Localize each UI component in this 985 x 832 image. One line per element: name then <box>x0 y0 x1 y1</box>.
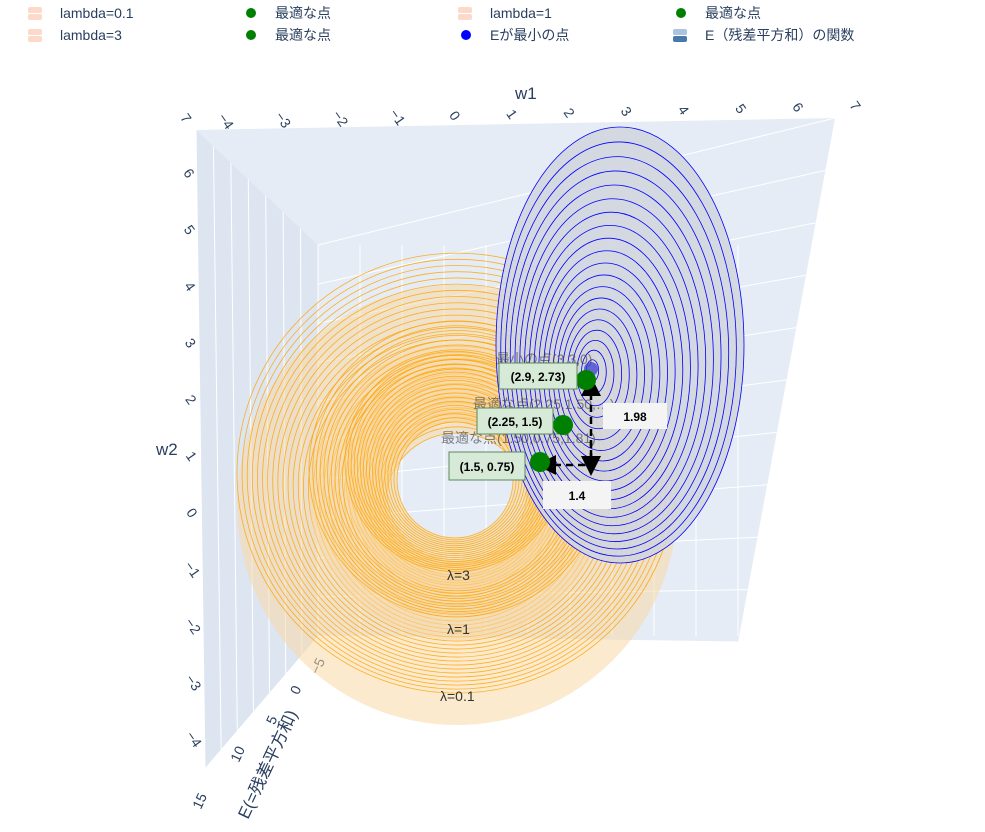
w1-tick-label: 2 <box>561 105 579 121</box>
w2-tick-label: 5 <box>181 222 199 238</box>
w1-tick-label: 0 <box>446 108 464 124</box>
legend-item-1[interactable]: 最適な点 <box>235 2 331 24</box>
w2-tick-label: −1 <box>181 558 203 580</box>
w1-tick-label: 1 <box>503 106 521 122</box>
legend-item-4[interactable]: lambda=3 <box>20 24 122 46</box>
w1-tick-label: −2 <box>329 107 351 129</box>
legend-item-7[interactable]: E（残差平方和）の関数 <box>665 24 854 46</box>
w1-tick-label: −3 <box>272 109 294 131</box>
w1-tick-label: 5 <box>732 101 750 117</box>
w1-tick-label: 6 <box>789 99 807 115</box>
point-label-2-25-1-5: (2.25, 1.5) <box>476 407 554 435</box>
opt-point-lambda-1[interactable] <box>553 415 573 435</box>
distance-label-1-98: 1.98 <box>603 403 667 429</box>
distance-arrows <box>536 376 601 476</box>
error-contour <box>514 184 714 535</box>
lambda-label-1: λ=1 <box>447 621 470 637</box>
error-surface <box>495 126 745 564</box>
legend-marker-icon <box>235 4 267 22</box>
lambda-label-3: λ=3 <box>447 567 470 583</box>
w2-axis-title: w2 <box>155 440 178 459</box>
w2-tick-label: 1 <box>183 448 201 464</box>
error-contour <box>519 198 707 527</box>
legend-label: lambda=1 <box>490 5 552 21</box>
legend-marker-icon <box>235 26 267 44</box>
w2-tick-label: 2 <box>182 392 200 408</box>
svg-text:(2.25, 1.5): (2.25, 1.5) <box>488 415 543 429</box>
legend-surface-icon <box>450 4 482 22</box>
legend-surface-icon <box>20 4 52 22</box>
opt-point-lambda-3[interactable] <box>530 452 550 472</box>
w2-tick-label: 0 <box>183 505 201 521</box>
w2-tick-label: 4 <box>181 279 199 295</box>
w1-axis-title: w1 <box>514 84 537 103</box>
legend-label: 最適な点 <box>275 5 331 21</box>
svg-text:1.4: 1.4 <box>569 489 586 503</box>
legend-item-0[interactable]: lambda=0.1 <box>20 2 134 24</box>
legend-label: Eが最小の点 <box>490 27 570 43</box>
legend-label: 最適な点 <box>705 5 761 21</box>
grid-line <box>212 146 222 750</box>
svg-text:(2.9, 2.73): (2.9, 2.73) <box>511 370 566 384</box>
legend: lambda=0.1 最適な点 lambda=1 最適な点 lambda=3 最適な点 Eが… <box>0 0 985 50</box>
w1-tick-label: 4 <box>675 102 693 118</box>
grid-line <box>230 162 238 731</box>
legend-surface-icon <box>20 26 52 44</box>
e-tick-label: 0 <box>287 683 305 697</box>
w2-tick-label: −2 <box>182 615 204 637</box>
point-label-1-5-0-75: (1.5, 0.75) <box>448 451 526 481</box>
w1-tick-label: −4 <box>215 110 237 132</box>
grid-line <box>195 129 206 769</box>
e-axis-title: E(=残差平方和) <box>234 707 301 822</box>
legend-item-6[interactable]: Eが最小の点 <box>450 24 569 46</box>
legend-label: lambda=3 <box>60 27 122 43</box>
w2-tick-label: 7 <box>177 110 195 126</box>
w2-tick-label: 6 <box>180 165 198 181</box>
legend-item-3[interactable]: 最適な点 <box>665 2 761 24</box>
distance-label-1-4: 1.4 <box>543 481 611 509</box>
svg-text:(1.5, 0.75): (1.5, 0.75) <box>460 460 515 474</box>
e-tick-label: 15 <box>189 790 210 811</box>
legend-label: E（残差平方和）の関数 <box>705 27 855 43</box>
w2-tick-label: 3 <box>182 335 200 351</box>
legend-surface-icon <box>665 26 697 44</box>
legend-item-2[interactable]: lambda=1 <box>450 2 552 24</box>
lambda-label-0-1: λ=0.1 <box>440 688 475 704</box>
svg-text:1.98: 1.98 <box>623 410 647 424</box>
w1-tick-label: 7 <box>847 98 865 114</box>
w1-tick-label: −1 <box>387 106 409 128</box>
e-tick-label: 10 <box>227 743 248 764</box>
error-surface-outline <box>495 126 745 564</box>
error-contour <box>500 141 737 557</box>
legend-item-5[interactable]: 最適な点 <box>235 24 331 46</box>
w1-tick-label: 3 <box>618 104 636 120</box>
point-label-2-9-2-73: (2.9, 2.73) <box>498 362 578 390</box>
legend-marker-icon <box>665 4 697 22</box>
w2-tick-label: −4 <box>183 728 205 750</box>
opt-point-lambda-0-1[interactable] <box>576 370 596 390</box>
error-contour <box>505 156 730 550</box>
legend-marker-icon <box>450 26 482 44</box>
legend-label: lambda=0.1 <box>60 5 134 21</box>
legend-label: 最適な点 <box>275 27 331 43</box>
error-contour <box>509 170 722 542</box>
w2-tick-label: −3 <box>182 671 204 693</box>
